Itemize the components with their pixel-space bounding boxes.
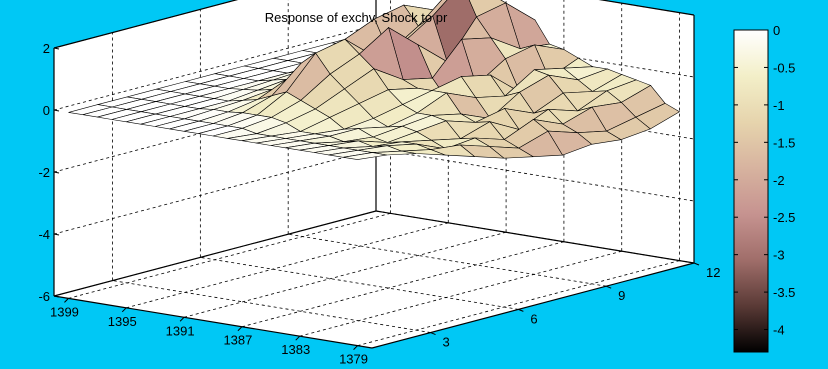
z-tick-mark [53, 295, 60, 298]
y-tick-mark [518, 308, 524, 312]
surface-patch [343, 152, 387, 160]
y-tick-label: 9 [618, 288, 625, 303]
x-tick-mark [295, 335, 301, 341]
colorbar-tick-label: -4 [773, 323, 785, 338]
box-edge [53, 0, 239, 49]
x-tick-mark [64, 298, 69, 303]
x-tick-label: 1391 [166, 323, 195, 338]
axis-ticks: -6 -4 -2 0 2 1399 1395 1391 1387 1383 1379 3 6 9 12 [38, 41, 720, 367]
y-tick-label: 6 [530, 311, 537, 326]
x-tick-label: 1379 [339, 352, 368, 367]
grid-line-x [68, 212, 391, 299]
colorbar-tick-label: -2 [773, 173, 785, 188]
grid-line-x [126, 222, 449, 309]
colorbar-tick-label: -3.5 [773, 285, 795, 300]
grid-line-x [357, 260, 680, 347]
z-tick-mark [53, 171, 60, 174]
z-tick-mark [53, 47, 60, 50]
z-tick-label: 2 [43, 41, 50, 56]
axis-line [53, 295, 373, 349]
box-edge [598, 0, 695, 16]
box-edge [53, 210, 377, 297]
colorbar-tick-label: -2.5 [773, 210, 795, 225]
floor-plane [54, 211, 694, 348]
axes-front-lines [53, 262, 695, 349]
grid-line-x [241, 241, 565, 328]
box-edge [375, 210, 695, 264]
z-tick-label: 0 [43, 103, 50, 118]
colorbar-ticks: 0 -0.5 -1 -1.5 -2 -2.5 -3 -3.5 -4 [734, 23, 795, 338]
grid-line-x [299, 250, 622, 337]
colorbar-tick-label: -1.5 [773, 135, 795, 150]
colorbar-tick-label: -1 [773, 98, 785, 113]
x-tick-label: 1383 [281, 342, 310, 357]
y-tick-mark [693, 262, 700, 266]
x-tick-mark [353, 345, 358, 350]
grid-line-z [53, 24, 377, 111]
y-tick-label: 12 [706, 265, 720, 280]
axis-line [371, 262, 695, 349]
grid-line-z [53, 148, 377, 235]
colorbar-tick-label: 0 [773, 23, 780, 38]
x-tick-mark [179, 316, 185, 322]
surface-mesh [68, 0, 681, 160]
x-tick-label: 1395 [108, 314, 137, 329]
z-tick-mark [53, 109, 60, 112]
z-tick-label: -4 [38, 227, 50, 242]
colorbar: 0 -0.5 -1 -1.5 -2 -2.5 -3 -3.5 -4 [733, 23, 795, 353]
x-tick-mark [237, 326, 243, 332]
z-tick-label: -2 [38, 165, 50, 180]
y-tick-mark [605, 285, 612, 289]
z-tick-mark [53, 233, 60, 236]
x-tick-mark [121, 307, 127, 313]
y-tick-mark [430, 332, 436, 336]
colorbar-tick-label: -0.5 [773, 60, 795, 75]
colorbar-tick-label: -3 [773, 248, 785, 263]
chart-title: Response of exchv, Shock to pr [265, 10, 448, 25]
z-tick-label: -6 [38, 289, 50, 304]
x-tick-label: 1399 [50, 304, 79, 319]
x-tick-label: 1387 [223, 333, 252, 348]
grid-line-x [183, 231, 507, 318]
colorbar-gradient [733, 29, 769, 353]
y-tick-label: 3 [443, 335, 450, 350]
